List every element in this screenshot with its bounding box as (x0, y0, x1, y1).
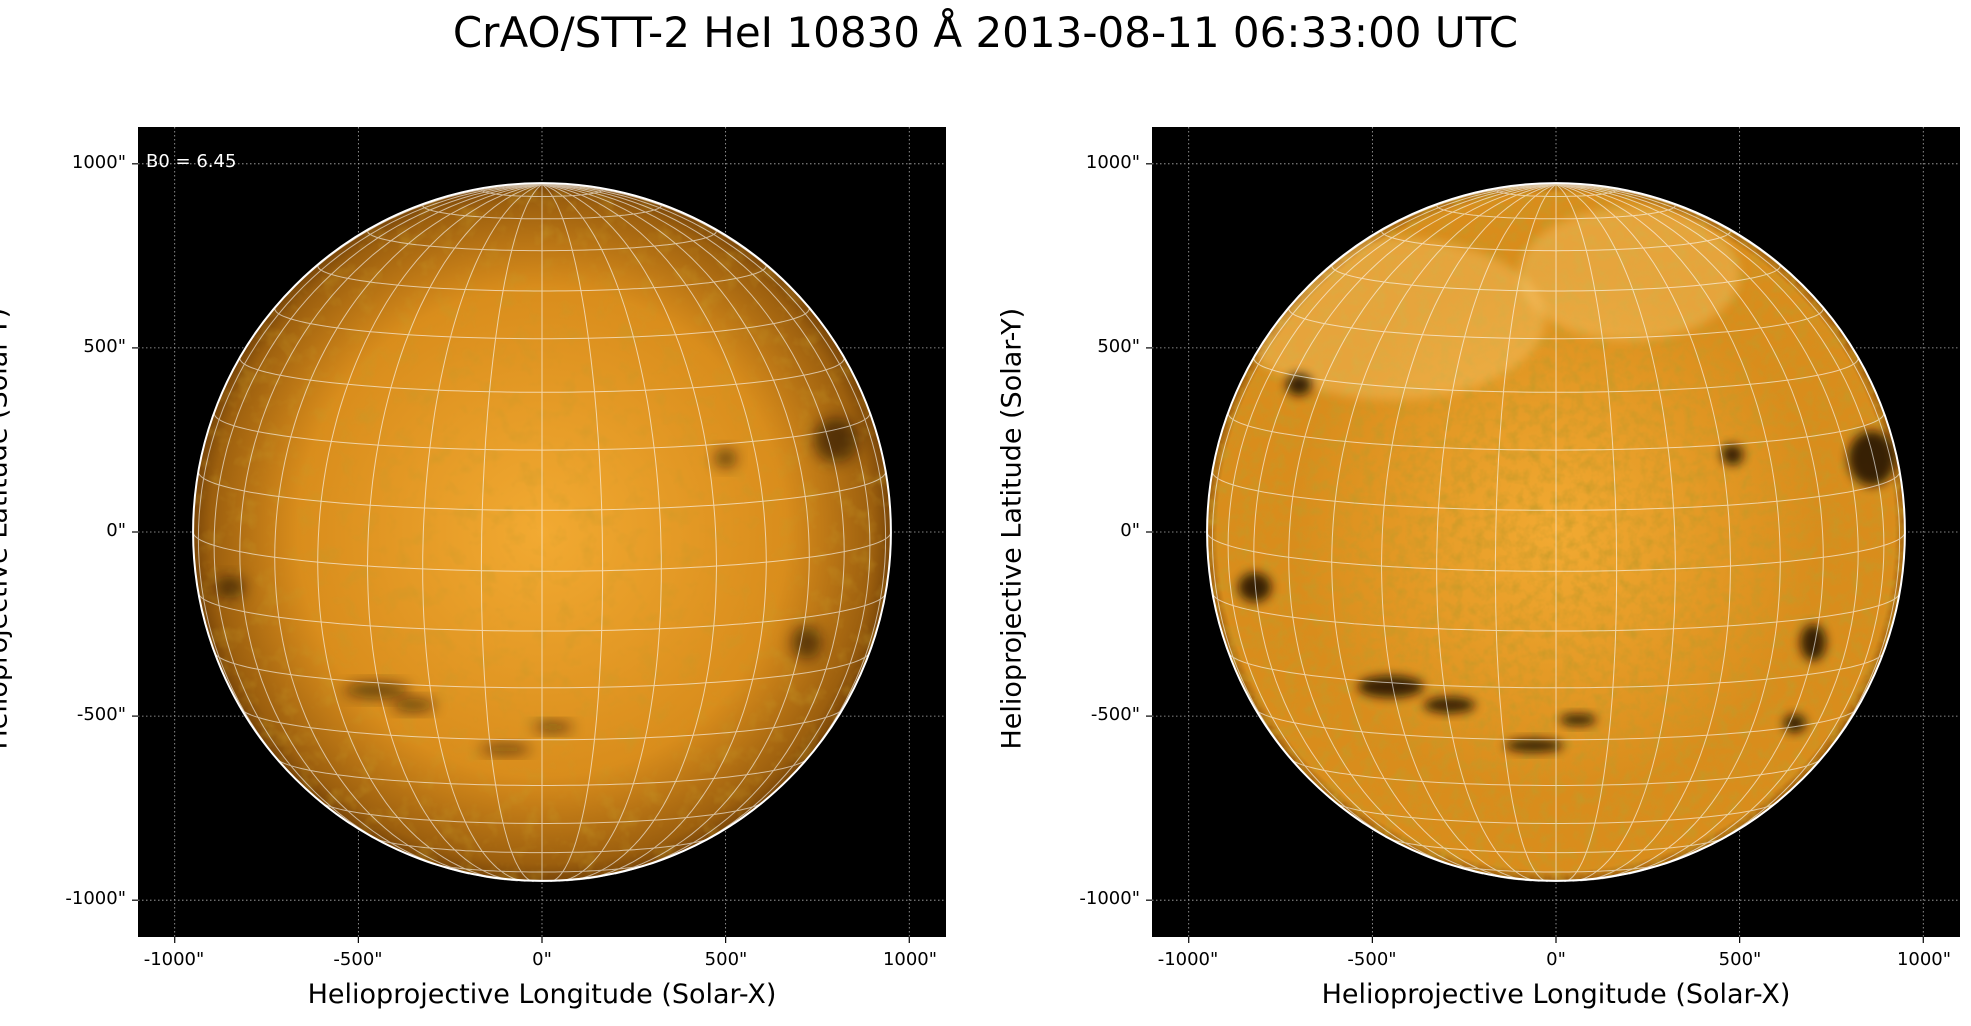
longitude-line (541, 183, 810, 880)
longitude-line (1436, 183, 1557, 882)
longitude-line (1555, 184, 1618, 883)
ytick-label: -1000" (65, 888, 126, 909)
filament-dark-feature (391, 698, 436, 712)
solar-limb (192, 182, 892, 882)
longitude-line (1331, 183, 1557, 880)
longitude-line (480, 184, 543, 883)
y-axis-label: Helioprojective Latitude (Solar-Y) (996, 307, 1028, 750)
longitude-line (1555, 183, 1824, 880)
filament-dark-feature (1783, 714, 1806, 733)
longitude-line (1211, 183, 1557, 825)
longitude-line (1555, 183, 1732, 882)
ytick-label: 1000" (1085, 152, 1140, 173)
solar-limb (1206, 182, 1906, 882)
solar-disk-image-left (132, 127, 946, 943)
filament-dark-feature (1238, 572, 1272, 602)
longitude-line (239, 183, 543, 875)
xtick-label: 1000" (882, 949, 938, 970)
filament-dark-feature (813, 417, 858, 463)
xtick-label: 0" (532, 949, 552, 970)
xtick-label: 500" (1718, 949, 1762, 970)
xtick-label: -500" (1347, 949, 1397, 970)
longitude-line (541, 183, 871, 864)
longitude-line (1555, 183, 1781, 880)
ytick-label: -1000" (1079, 888, 1140, 909)
longitude-line (541, 183, 887, 825)
longitude-line (1227, 183, 1557, 864)
b0-annotation: B0 = 6.45 (146, 151, 237, 172)
xtick-label: 0" (1546, 949, 1566, 970)
filament-dark-feature (1423, 696, 1476, 714)
longitude-line (1380, 183, 1557, 882)
longitude-line (274, 183, 543, 880)
ytick-label: 0" (1120, 520, 1140, 541)
filament-dark-feature (1504, 738, 1564, 753)
solar-disk-panel-left: B0 = 6.45 1000" 500" 0" -500" -1000" -10… (0, 127, 946, 1010)
longitude-line (541, 184, 604, 883)
longitude-line (1253, 183, 1557, 875)
heliographic-grid (192, 183, 892, 883)
ytick-label: 500" (83, 336, 126, 357)
filament-dark-feature (1847, 430, 1896, 486)
filament-dark-feature (791, 625, 822, 660)
longitude-line (541, 183, 662, 882)
x-axis-label: Helioprojective Longitude (Solar-X) (1321, 979, 1791, 1010)
longitude-line (541, 183, 845, 875)
longitude-line (1555, 183, 1859, 875)
xtick-label: -1000" (143, 949, 205, 970)
longitude-line (1494, 184, 1557, 883)
longitude-line (1288, 183, 1557, 880)
filament-dark-feature (1800, 624, 1826, 661)
longitude-line (317, 183, 543, 880)
bright-region (1519, 208, 1740, 341)
x-axis-label: Helioprojective Longitude (Solar-X) (307, 979, 777, 1010)
xtick-label: -1000" (1157, 949, 1219, 970)
longitude-line (422, 183, 543, 882)
longitude-line (1555, 183, 1676, 882)
longitude-line (213, 183, 543, 864)
filament-dark-feature (1357, 675, 1424, 698)
longitude-line (366, 183, 543, 882)
ytick-label: -500" (1090, 704, 1140, 725)
ytick-label: 500" (1097, 336, 1140, 357)
longitude-line (197, 183, 543, 825)
ytick-label: 1000" (71, 152, 126, 173)
ytick-label: 0" (106, 520, 126, 541)
longitude-line (541, 183, 718, 882)
solar-disk-panel-right: 1000" 500" 0" -500" -1000" -1000" -500" … (997, 127, 1960, 1010)
filament-dark-feature (479, 744, 531, 755)
filament-dark-feature (343, 682, 410, 699)
figure-title: CrAO/STT-2 HeI 10830 Å 2013-08-11 06:33:… (452, 8, 1519, 57)
filament-dark-feature (1721, 444, 1744, 465)
longitude-line (1555, 183, 1901, 825)
filament-dark-feature (532, 721, 574, 733)
filament-dark-feature (714, 449, 737, 468)
ytick-label: -500" (76, 704, 126, 725)
xtick-label: 500" (704, 949, 748, 970)
xtick-label: -500" (333, 949, 383, 970)
y-axis-label: Helioprojective Latitude (Solar-Y) (0, 307, 14, 750)
xtick-label: 1000" (1896, 949, 1952, 970)
longitude-line (541, 183, 767, 880)
longitude-line (1555, 183, 1885, 864)
solar-disk-image-right (1146, 127, 1960, 943)
filament-dark-feature (1559, 713, 1597, 726)
filament-dark-feature (215, 576, 245, 599)
